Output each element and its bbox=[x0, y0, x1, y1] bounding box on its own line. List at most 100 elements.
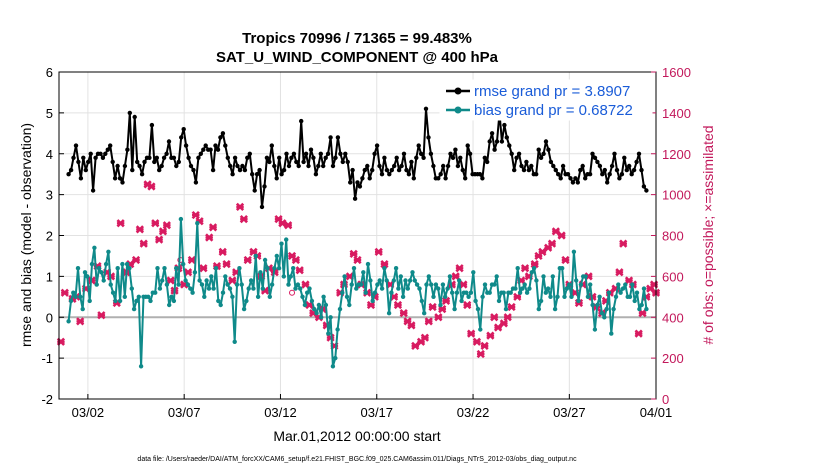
obs-assimilated-marker bbox=[116, 219, 125, 228]
bias-point bbox=[429, 282, 434, 287]
rmse-point bbox=[587, 172, 593, 177]
rmse-point bbox=[117, 176, 123, 181]
rmse-point bbox=[394, 155, 399, 160]
bias-point bbox=[562, 294, 567, 299]
bias-point bbox=[410, 270, 415, 275]
obs-assimilated-marker bbox=[503, 313, 512, 322]
legend-rmse-marker bbox=[454, 87, 462, 95]
obs-assimilated-marker bbox=[507, 302, 516, 312]
chart-subtitle: SAT_U_WIND_COMPONENT @ 400 hPa bbox=[216, 49, 499, 66]
bias-point bbox=[384, 278, 389, 283]
x-tick-label: 03/07 bbox=[168, 405, 201, 420]
obs-assimilated-marker bbox=[467, 329, 476, 338]
obs-assimilated-marker bbox=[353, 255, 362, 265]
obs-assimilated-marker bbox=[139, 239, 148, 248]
rmse-point bbox=[303, 151, 309, 156]
bias-point bbox=[160, 278, 165, 283]
rmse-point bbox=[112, 176, 118, 181]
rmse-point bbox=[86, 159, 91, 165]
rmse-point bbox=[254, 172, 260, 177]
rmse-point bbox=[460, 167, 465, 173]
rmse-point bbox=[477, 172, 483, 177]
rmse-point bbox=[367, 176, 372, 181]
x-tick-label: 03/02 bbox=[72, 405, 105, 420]
rmse-point bbox=[340, 159, 345, 165]
rmse-point bbox=[377, 163, 382, 169]
bias-point bbox=[113, 298, 118, 304]
bias-point bbox=[574, 278, 579, 283]
obs-assimilated-marker bbox=[97, 311, 106, 320]
bias-point bbox=[155, 266, 160, 271]
rmse-point bbox=[71, 155, 76, 160]
bias-point bbox=[232, 339, 237, 344]
rmse-point bbox=[489, 131, 495, 136]
rmse-point bbox=[534, 172, 539, 177]
bias-point bbox=[445, 286, 450, 291]
rmse-point bbox=[609, 163, 615, 169]
bias-point bbox=[487, 290, 492, 295]
bias-point bbox=[503, 306, 509, 312]
bias-point bbox=[291, 266, 296, 271]
bias-point bbox=[134, 298, 139, 304]
bias-point bbox=[202, 294, 207, 299]
x-tick-label: 03/27 bbox=[553, 405, 586, 420]
rmse-point bbox=[88, 151, 93, 156]
rmse-point bbox=[573, 176, 578, 181]
rmse-point bbox=[335, 135, 341, 140]
rmse-point bbox=[617, 176, 622, 181]
bias-point bbox=[342, 274, 347, 279]
bias-point bbox=[541, 274, 546, 279]
bias-point bbox=[234, 282, 240, 287]
bias-point bbox=[531, 266, 537, 271]
bias-point bbox=[370, 298, 375, 304]
rmse-point bbox=[269, 143, 274, 148]
obs-assimilated-marker bbox=[424, 317, 433, 326]
rmse-point bbox=[406, 172, 412, 177]
rmse-point bbox=[215, 147, 221, 152]
bias-point bbox=[555, 294, 560, 299]
x-tick-label: 04/01 bbox=[640, 405, 673, 420]
bias-point bbox=[365, 261, 371, 267]
obs-possible-marker bbox=[289, 289, 296, 296]
x-tick-label: 03/12 bbox=[264, 405, 297, 420]
rmse-point bbox=[362, 167, 367, 173]
bias-point bbox=[94, 282, 99, 287]
bias-point bbox=[496, 298, 502, 304]
bias-point bbox=[99, 270, 104, 275]
bias-point bbox=[281, 274, 286, 279]
obs-assimilated-marker bbox=[131, 255, 141, 265]
bias-point bbox=[89, 261, 95, 267]
rmse-point bbox=[443, 176, 448, 181]
obs-assimilated-marker bbox=[561, 255, 570, 265]
obs-assimilated-marker bbox=[393, 300, 403, 310]
rmse-point bbox=[379, 172, 385, 177]
bias-point bbox=[433, 282, 439, 287]
rmse-point bbox=[186, 155, 191, 160]
rmse-point bbox=[436, 176, 441, 181]
bias-point bbox=[552, 306, 558, 312]
rmse-point bbox=[536, 147, 541, 152]
bias-point bbox=[550, 274, 555, 279]
obs-assimilated-marker bbox=[486, 331, 495, 340]
rmse-point bbox=[235, 163, 240, 169]
obs-assimilated-marker bbox=[619, 239, 628, 248]
rmse-point bbox=[122, 163, 128, 169]
rmse-point bbox=[277, 155, 282, 160]
bias-point bbox=[389, 290, 394, 295]
bias-point bbox=[300, 294, 305, 299]
bias-point bbox=[340, 290, 345, 295]
rmse-point bbox=[191, 167, 196, 173]
y-left-tick-label: 4 bbox=[46, 147, 53, 162]
bias-point bbox=[269, 282, 275, 287]
rmse-point bbox=[578, 167, 583, 173]
rmse-point bbox=[164, 151, 169, 156]
bias-point bbox=[122, 294, 128, 299]
bias-point bbox=[225, 282, 230, 287]
bias-point bbox=[583, 274, 588, 279]
bias-point bbox=[382, 266, 387, 271]
rmse-point bbox=[458, 155, 463, 160]
obs-assimilated-marker bbox=[183, 268, 193, 277]
rmse-point bbox=[286, 163, 292, 169]
bias-point bbox=[265, 266, 270, 271]
rmse-point bbox=[372, 151, 377, 156]
